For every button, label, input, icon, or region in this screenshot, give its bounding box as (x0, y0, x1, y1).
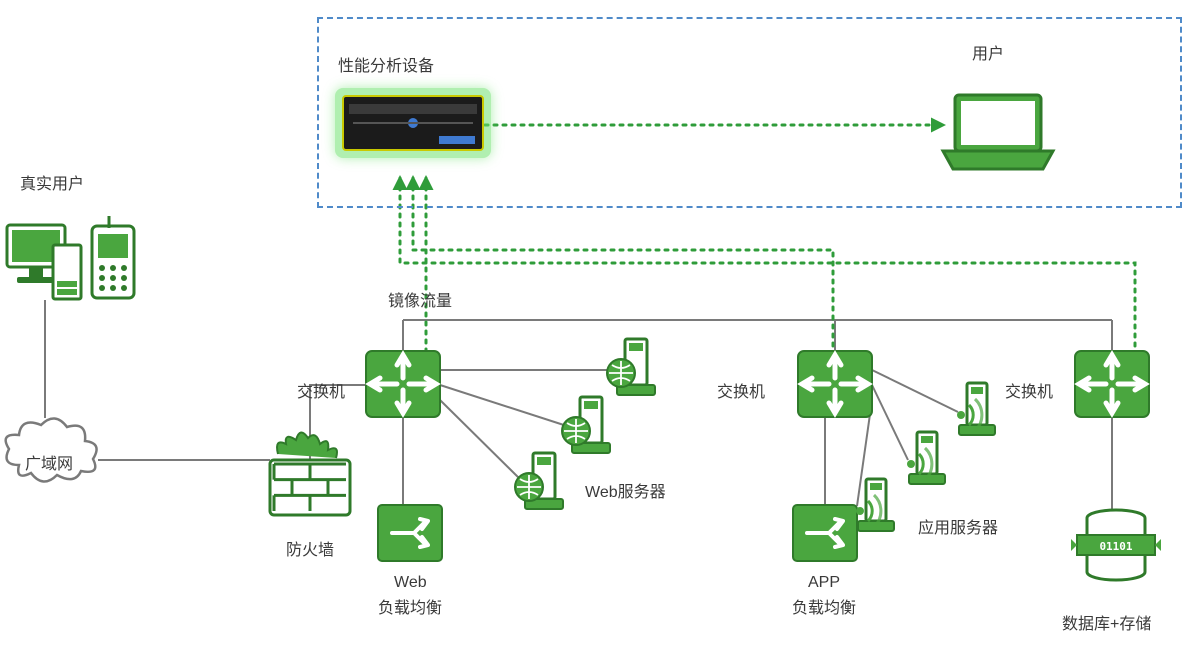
load-balancer-icon (793, 505, 857, 561)
lbl-db: 数据库+存储 (1062, 610, 1151, 634)
lbl-mirror: 镜像流量 (388, 287, 452, 311)
web-server-icon (515, 453, 563, 509)
lbl-appserver: 应用服务器 (918, 514, 998, 538)
app-server-icon (856, 479, 894, 531)
lbl-webserver: Web服务器 (585, 478, 666, 502)
svg-text:01101: 01101 (1099, 540, 1132, 553)
user-dashed-box (317, 17, 1182, 208)
web-server-icon (607, 339, 655, 395)
lbl-realuser: 真实用户 (20, 170, 84, 194)
switch-icon (366, 351, 440, 417)
lbl-user-box: 用户 (972, 40, 1004, 64)
edge-switch1-websrv2 (440, 385, 570, 427)
load-balancer-icon (378, 505, 442, 561)
web-server-icon (562, 397, 610, 453)
lbl-weblb1: Web (394, 574, 427, 592)
lbl-appliance: 性能分析设备 (338, 52, 434, 76)
lbl-applb1: APP (808, 574, 840, 592)
phone-icon (92, 216, 134, 298)
app-server-icon (907, 432, 945, 484)
edge-switch2-appsrv1 (872, 370, 958, 412)
lbl-switch1: 交换机 (297, 378, 345, 402)
lbl-applb2: 负载均衡 (792, 594, 856, 618)
database-icon: 01101 (1071, 510, 1161, 580)
lbl-switch2: 交换机 (717, 378, 765, 402)
pc-icon (7, 225, 81, 299)
switch-icon (1075, 351, 1149, 417)
lbl-firewall: 防火墙 (286, 536, 334, 560)
lbl-wan: 广域网 (25, 450, 73, 474)
firewall-icon (270, 432, 350, 515)
lbl-switch3: 交换机 (1005, 378, 1053, 402)
lbl-weblb2: 负载均衡 (378, 594, 442, 618)
app-server-icon (957, 383, 995, 435)
switch-icon (798, 351, 872, 417)
edge-switch2-appsrv2 (872, 385, 908, 460)
edge-switch1-websrv3 (440, 400, 523, 482)
